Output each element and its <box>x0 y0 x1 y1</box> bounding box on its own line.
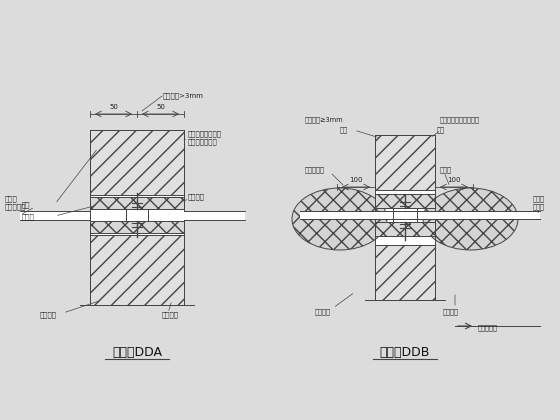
Bar <box>300 211 540 219</box>
Bar <box>90 195 184 235</box>
Text: 密层厚度≥3mm: 密层厚度≥3mm <box>305 117 344 123</box>
Bar <box>90 197 184 209</box>
Text: 光缆或
塑料护套线: 光缆或 塑料护套线 <box>5 196 26 210</box>
Text: 环氧树脂: 环氧树脂 <box>315 309 331 315</box>
Text: 大样图DDB: 大样图DDB <box>380 346 430 359</box>
Text: 光缆或
护套线: 光缆或 护套线 <box>533 196 545 210</box>
Text: 冲击波方向: 冲击波方向 <box>478 325 498 331</box>
Bar <box>90 221 184 233</box>
Bar <box>375 222 435 236</box>
Text: 油麻柱: 油麻柱 <box>22 214 35 220</box>
Bar <box>375 194 435 208</box>
Bar <box>184 210 245 220</box>
Bar <box>375 135 435 190</box>
Bar <box>90 130 184 195</box>
Text: 插空墙、防护密闭
隔墙、密闭隔墙: 插空墙、防护密闭 隔墙、密闭隔墙 <box>188 131 222 145</box>
Text: 插空墙、防护密闭隔墙: 插空墙、防护密闭隔墙 <box>440 117 480 123</box>
Bar <box>375 245 435 300</box>
Bar <box>375 190 435 245</box>
Bar <box>90 235 184 305</box>
Text: 100: 100 <box>349 177 363 183</box>
Bar <box>20 210 90 220</box>
Bar <box>90 221 184 233</box>
Ellipse shape <box>423 188 518 250</box>
Text: 密闭厚度>3mm: 密闭厚度>3mm <box>163 93 204 99</box>
Text: 密封材料: 密封材料 <box>40 312 57 318</box>
Text: 内侧: 内侧 <box>340 127 348 133</box>
Bar <box>393 208 417 222</box>
Text: 100: 100 <box>447 177 461 183</box>
Bar <box>375 194 435 208</box>
Text: 50: 50 <box>156 104 165 110</box>
Text: 外侧: 外侧 <box>437 127 445 133</box>
Text: 油麻柱: 油麻柱 <box>440 167 452 173</box>
Ellipse shape <box>292 188 387 250</box>
Text: 50: 50 <box>109 104 118 110</box>
Text: 光棒: 光棒 <box>22 202 30 208</box>
Bar <box>126 209 148 221</box>
Bar <box>375 222 435 236</box>
Text: 环氧树脂: 环氧树脂 <box>443 309 459 315</box>
Text: 密封材料: 密封材料 <box>162 312 179 318</box>
Text: 热镀锌钢管: 热镀锌钢管 <box>305 167 325 173</box>
Text: 大样图DDA: 大样图DDA <box>112 346 162 359</box>
Text: 硬衬钢管: 硬衬钢管 <box>188 194 205 200</box>
Bar <box>90 197 184 209</box>
